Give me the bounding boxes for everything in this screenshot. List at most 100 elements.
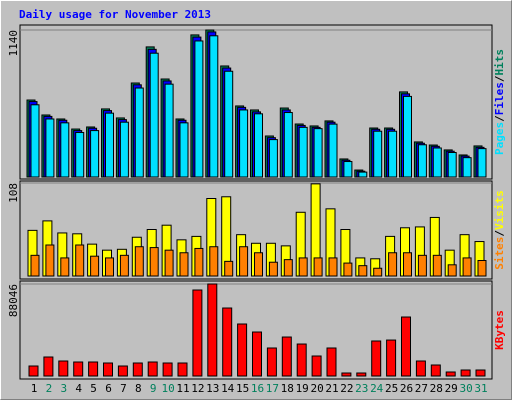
legend: KBytes [493,310,506,350]
bar [30,104,40,178]
legend-entry: Sites [493,237,506,270]
bar [194,247,204,277]
bar [415,360,426,377]
bar [430,364,441,377]
bar [341,372,352,377]
bar [462,157,472,178]
x-tick-label: 18 [281,382,294,395]
x-tick-label: 7 [120,382,127,395]
bar [311,355,322,377]
bar [298,257,308,277]
x-tick-label: 28 [430,382,443,395]
bar [103,362,113,377]
x-tick-label: 14 [221,382,235,395]
legend-entry: KBytes [493,310,506,350]
legend: Pages/Files/Hits [493,49,506,155]
x-tick-label: 27 [415,382,428,395]
x-tick-label: 5 [90,382,97,395]
bar [177,362,188,377]
bar [477,148,487,178]
bar [313,257,323,277]
bar [134,246,144,277]
bar [298,126,308,178]
bar [373,130,383,178]
bar [477,260,487,277]
bar [88,361,99,377]
x-tick-label: 31 [474,382,487,395]
bar [268,139,278,178]
x-tick-label: 13 [206,382,219,395]
bar [358,265,368,277]
legend-separator: / [493,115,506,122]
bar [149,52,159,178]
bar [239,109,249,178]
bar [460,369,471,377]
x-tick-label: 12 [191,382,204,395]
bar [147,361,158,377]
bar [179,122,189,178]
bar [45,244,55,277]
bar [90,130,100,178]
bar [401,316,411,377]
bar [30,254,40,277]
bar [119,121,129,178]
bar [356,372,367,377]
bar [237,323,248,377]
bar [296,343,307,377]
y-tick-label: 88046 [7,284,20,317]
bar [343,161,353,178]
x-tick-label: 20 [310,382,323,395]
bar [254,113,263,178]
bar [164,249,174,277]
bar [60,122,70,178]
bar [328,257,338,277]
x-tick-label: 23 [355,382,368,395]
bar [207,283,218,377]
bar [149,247,159,277]
bar [105,112,114,178]
bar [343,262,353,277]
bar [386,339,397,377]
x-tick-label: 19 [296,382,309,395]
x-tick-label: 24 [370,382,384,395]
bar [58,360,69,377]
bar [462,257,472,277]
bar [388,130,398,178]
bar [252,331,262,377]
x-tick-label: 17 [266,382,279,395]
x-tick-label: 29 [445,382,458,395]
bar [179,252,189,277]
x-tick-label: 11 [176,382,189,395]
legend-separator: / [493,75,506,82]
bar [132,362,143,377]
y-tick-label: 1140 [7,30,20,57]
bar [209,246,219,277]
bar [373,267,383,277]
bar [283,259,293,277]
bar [358,171,368,178]
bar [209,35,219,178]
bar [117,365,128,377]
bar [192,289,203,377]
legend-entry: Hits [493,49,506,76]
x-tick-label: 9 [150,382,157,395]
x-tick-label: 10 [161,382,174,395]
bar [403,252,412,277]
bar [432,254,442,277]
bar [75,244,85,277]
x-tick-label: 15 [236,382,249,395]
bar [90,255,100,277]
bar [222,307,233,377]
x-tick-label: 6 [105,382,112,395]
x-tick-label: 3 [60,382,67,395]
bar [254,252,263,277]
bar [28,365,39,377]
legend-separator: / [493,230,506,237]
bar [283,112,293,178]
bar [432,147,442,178]
x-tick-label: 16 [251,382,264,395]
x-tick-label: 21 [325,382,338,395]
legend-entry: Files [493,82,506,115]
